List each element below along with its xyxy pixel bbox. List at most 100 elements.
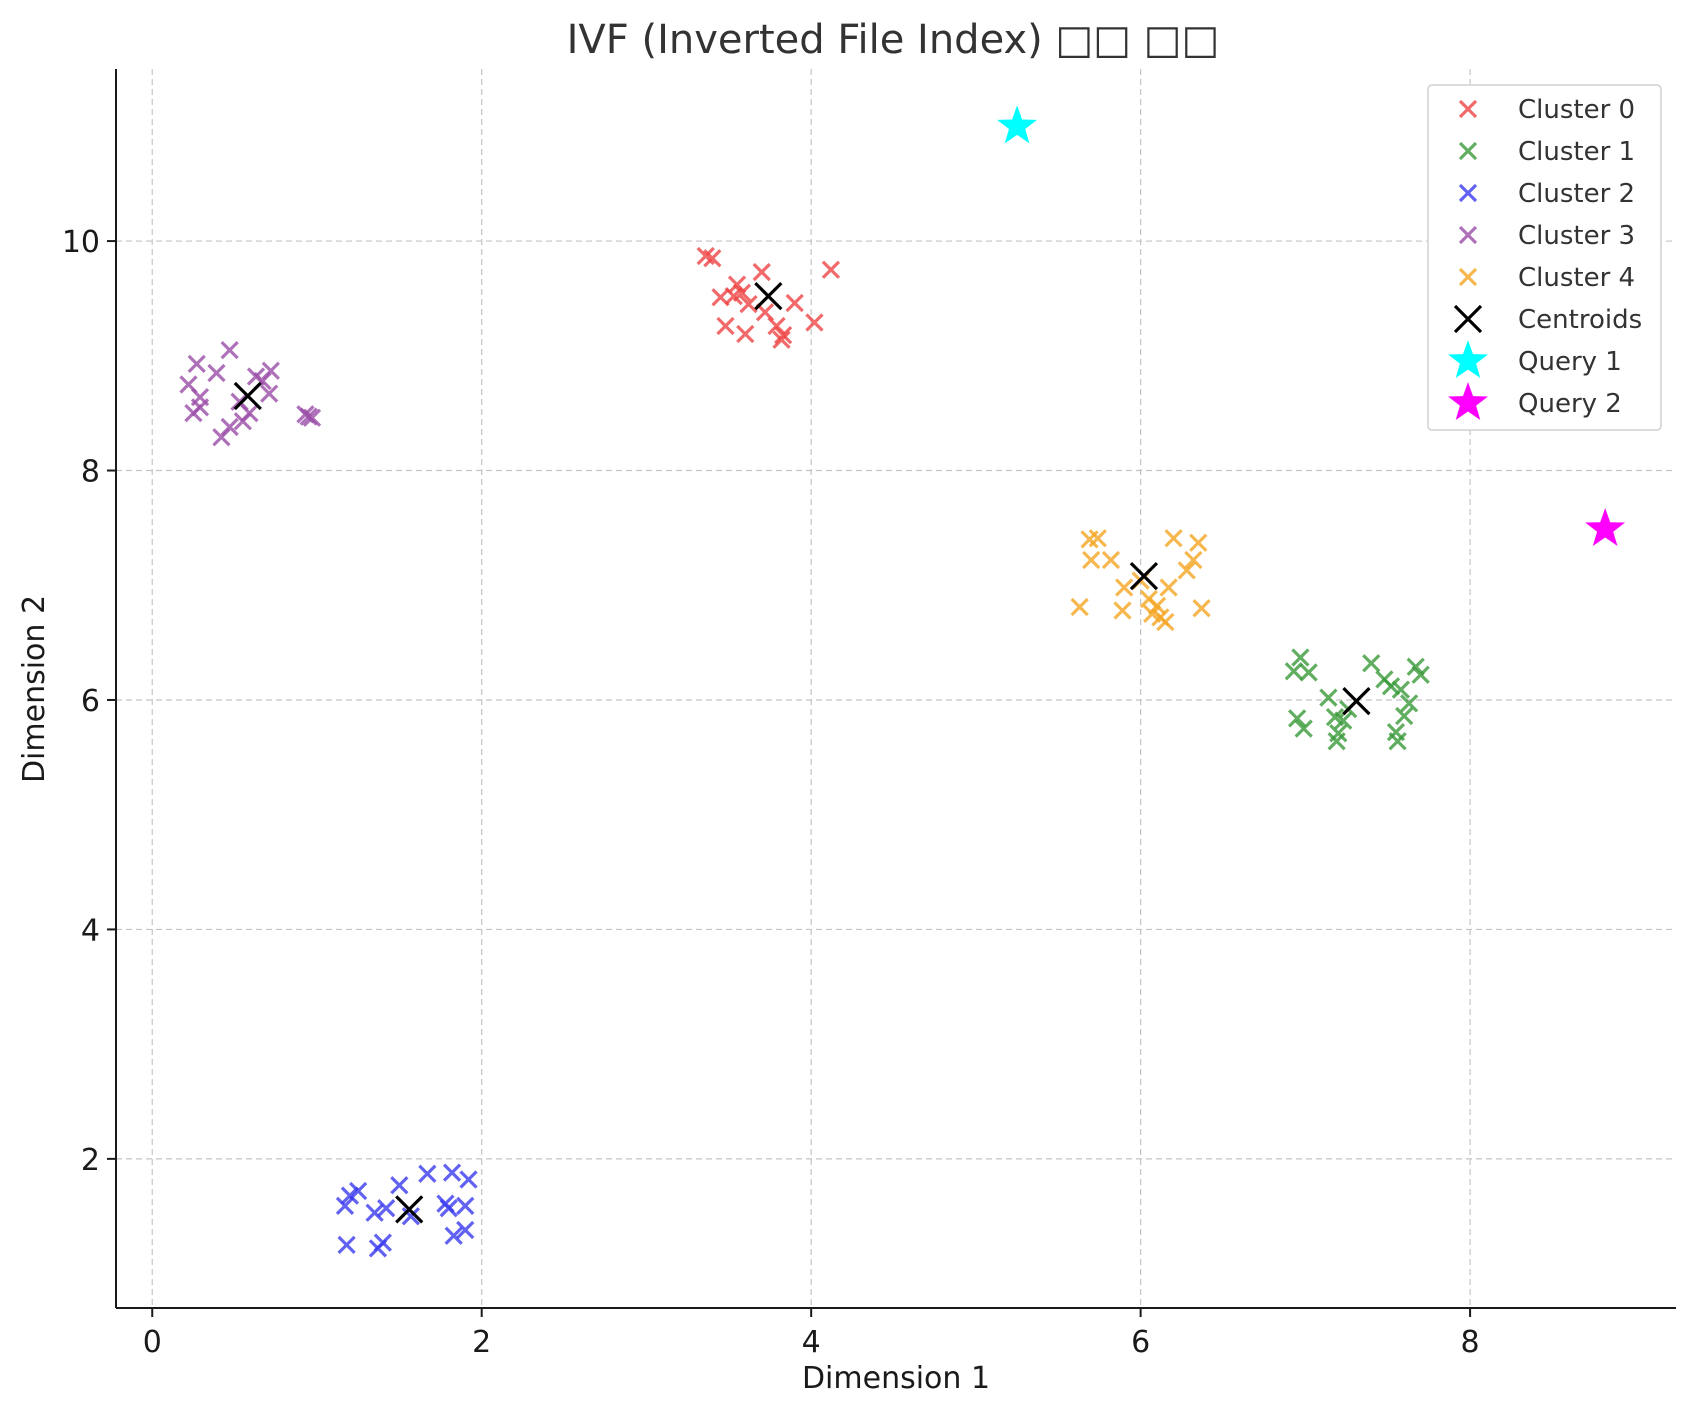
cluster-4-point xyxy=(1115,578,1134,597)
cluster-1-point-stroke-b xyxy=(1388,732,1407,751)
cluster-3-point-stroke-b xyxy=(207,363,226,383)
cluster-0-point-stroke-b xyxy=(703,249,722,268)
cluster-3-point xyxy=(261,361,280,380)
cluster-2-point xyxy=(349,1181,368,1201)
cluster-1-point xyxy=(1291,648,1310,667)
legend-marker xyxy=(1458,99,1478,119)
cluster-1-point xyxy=(1299,663,1318,682)
centroid-point xyxy=(754,282,783,311)
grid xyxy=(116,69,1676,1308)
cluster-4-point xyxy=(1082,550,1101,570)
cluster-1-point-stroke-b xyxy=(1294,719,1313,738)
cluster-2-point xyxy=(456,1196,475,1216)
cluster-4-point-stroke-b xyxy=(1189,533,1208,552)
legend-marker xyxy=(1458,225,1478,245)
cluster-2-point-stroke-b xyxy=(349,1181,368,1201)
x-tick-label: 6 xyxy=(1131,1325,1150,1360)
cluster-2-point xyxy=(337,1235,356,1255)
cluster-1-point xyxy=(1334,711,1353,730)
series-centroids xyxy=(233,282,1371,1224)
cluster-1-point-stroke-b xyxy=(1411,665,1430,684)
cluster-0-point-stroke-b xyxy=(739,295,758,314)
y-tick-label: 6 xyxy=(81,684,100,719)
cluster-1-point xyxy=(1294,719,1313,738)
data-points xyxy=(179,105,1626,1258)
cluster-4-point-stroke-b xyxy=(1143,604,1162,624)
cluster-3-point-stroke-b xyxy=(240,404,259,423)
cluster-1-point xyxy=(1406,657,1425,676)
centroid-point xyxy=(1342,686,1371,716)
cluster-2-point xyxy=(377,1199,396,1218)
cluster-0-point xyxy=(703,249,722,268)
cluster-2-point xyxy=(456,1220,475,1240)
cluster-0-point-stroke-b xyxy=(785,293,804,313)
cluster-4-point-stroke-b xyxy=(1070,597,1089,617)
legend-box xyxy=(1427,84,1662,431)
cluster-1-point xyxy=(1381,677,1401,696)
cluster-2-point-stroke-b xyxy=(456,1220,475,1240)
cluster-3-point-stroke-b xyxy=(190,398,210,417)
cluster-4-point xyxy=(1147,596,1167,616)
x-tick-label: 2 xyxy=(472,1325,491,1360)
centroid-point-stroke-b xyxy=(395,1195,424,1224)
cluster-4-point-stroke-b xyxy=(1082,550,1101,570)
y-tick-label: 8 xyxy=(81,455,100,490)
cluster-0-point xyxy=(772,330,791,349)
cluster-1-point-stroke-b xyxy=(1291,648,1310,667)
cluster-4-point xyxy=(1101,550,1121,570)
cluster-2-point-stroke-b xyxy=(418,1164,437,1183)
cluster-2-point xyxy=(373,1233,392,1252)
cluster-1-point-stroke-b xyxy=(1319,688,1338,707)
cluster-0-point xyxy=(774,326,793,345)
cluster-1-point-stroke-b xyxy=(1325,708,1345,727)
cluster-4-point-stroke-b xyxy=(1184,550,1203,570)
cluster-0-point xyxy=(767,316,786,336)
cluster-2-point xyxy=(418,1164,437,1183)
y-tick-label: 2 xyxy=(81,1143,100,1178)
cluster-4-point xyxy=(1184,550,1203,570)
cluster-3-point-stroke-b xyxy=(220,417,239,437)
query-1-star xyxy=(997,105,1037,144)
cluster-0-point-stroke-b xyxy=(752,262,771,282)
legend-marker xyxy=(1453,304,1483,334)
legend-label: Cluster 4 xyxy=(1518,263,1635,293)
cluster-1-point-stroke-b xyxy=(1386,722,1406,742)
centroid-point-stroke-b xyxy=(1342,686,1371,716)
cluster-3-point-stroke-b xyxy=(187,354,206,373)
cluster-2-point-stroke-b xyxy=(439,1199,458,1218)
cluster-2-point-stroke-b xyxy=(337,1235,356,1255)
x-tick-label: 8 xyxy=(1461,1325,1480,1360)
query-2-star xyxy=(1585,508,1626,546)
axes xyxy=(115,69,1676,1309)
cluster-4-point xyxy=(1159,578,1178,597)
cluster-1-point xyxy=(1287,709,1307,728)
legend-marker-stroke-b xyxy=(1458,141,1478,161)
cluster-0-point-stroke-b xyxy=(767,316,786,336)
legend-marker xyxy=(1458,267,1478,287)
series-cluster-3 xyxy=(179,340,322,447)
cluster-3-point xyxy=(230,392,249,411)
cluster-0-point xyxy=(739,295,758,314)
cluster-1-point xyxy=(1388,732,1407,751)
cluster-2-point-stroke-b xyxy=(456,1196,475,1216)
cluster-3-point-stroke-b xyxy=(179,375,198,394)
legend-label: Query 1 xyxy=(1518,347,1622,377)
cluster-0-point-stroke-b xyxy=(696,246,715,266)
chart-title: IVF (Inverted File Index) □□ □□ xyxy=(567,17,1220,63)
cluster-4-point xyxy=(1156,612,1175,632)
centroid-point-stroke-b xyxy=(233,381,262,411)
cluster-4-point xyxy=(1177,561,1196,580)
cluster-1-point xyxy=(1284,662,1303,681)
cluster-2-point-stroke-b xyxy=(459,1170,478,1189)
cluster-3-point-stroke-b xyxy=(261,361,280,380)
cluster-1-point-stroke-b xyxy=(1391,680,1411,699)
cluster-4-point-stroke-b xyxy=(1101,550,1121,570)
cluster-4-point xyxy=(1070,597,1089,617)
y-tick-label: 10 xyxy=(62,225,100,260)
cluster-2-point xyxy=(390,1176,409,1195)
legend-marker xyxy=(1458,183,1478,203)
cluster-1-point xyxy=(1400,694,1419,713)
centroid-point-stroke-b xyxy=(754,282,783,311)
cluster-0-point xyxy=(785,293,804,313)
